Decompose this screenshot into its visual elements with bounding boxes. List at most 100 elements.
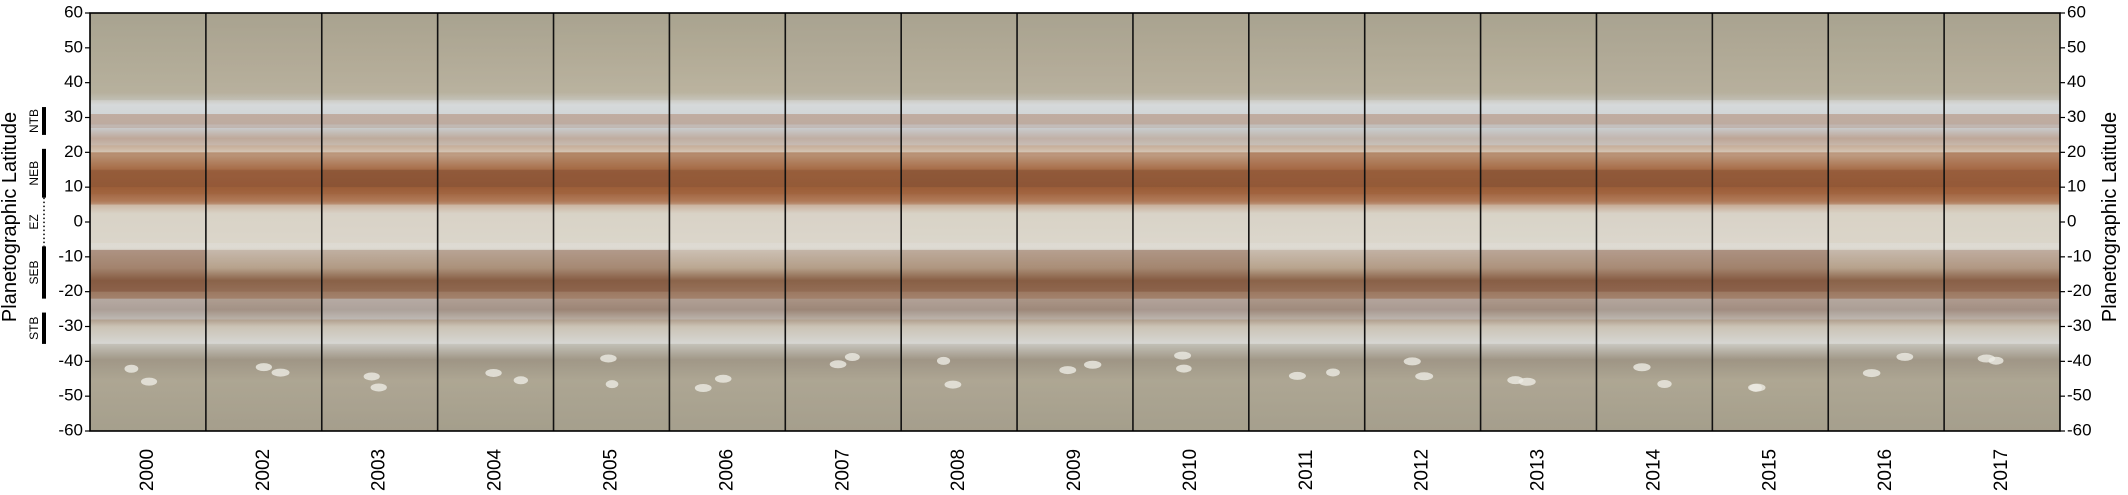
panel-band [90,114,206,128]
panel-band [205,298,322,320]
panel-band [1596,249,1713,292]
panel-band [1480,169,1597,188]
year-label-2008: 2008 [948,449,969,491]
year-panel-2003 [321,13,438,431]
panel-band [1712,343,1829,431]
white-oval [1326,368,1340,377]
panel-band [1017,114,1133,128]
panel-band [90,343,206,431]
panel-band [1364,13,1481,101]
year-label-2017: 2017 [1991,449,2012,491]
panel-band [1480,298,1597,320]
belt-label-seb: SEB [27,246,46,299]
panel-band [437,152,554,195]
panel-band [553,124,670,146]
panel-band [1132,124,1249,146]
right-tick-label: -60 [2067,420,2092,439]
panel-band [1364,249,1481,292]
panel-band [1828,114,1945,128]
panel-band [90,298,206,320]
panel-band [901,169,1018,188]
panel-band [437,204,554,243]
left-tick-label: 30 [64,107,83,126]
panel-band [1248,204,1365,243]
panel-band [1480,249,1597,292]
belt-label-text: NTB [27,109,41,133]
belt-label-ntb: NTB [27,107,46,135]
panel-band [1364,152,1481,195]
panel-band [1944,249,2060,292]
panel-band [1828,298,1945,320]
panel-band [1944,114,2060,128]
panel-band [1364,298,1481,320]
white-oval [1174,351,1192,360]
year-panel-2008 [901,13,1018,431]
panel-band [1712,249,1829,292]
panel-band [1596,169,1713,188]
year-panel-2010 [1132,13,1249,431]
white-oval [124,364,139,373]
panel-band [1132,13,1249,101]
panel-band [437,114,554,128]
panel-base [1132,13,1249,431]
panel-band [437,13,554,101]
panel-band [1017,249,1133,292]
panel-band [1132,298,1249,320]
panel-band [321,114,438,128]
panel-band [1017,13,1133,101]
right-tick-label: -40 [2067,351,2092,370]
panel-band [321,249,438,292]
panel-band [1828,124,1945,146]
panel-band [1364,169,1481,188]
belt-labels: NTB NEB EZ SEB STB [27,107,46,344]
panel-base [1017,13,1133,431]
right-tick-label: 40 [2067,72,2086,91]
right-tick-label: 10 [2067,177,2086,196]
right-tick-label: -50 [2067,386,2092,405]
left-tick-label: -50 [58,386,83,405]
panel-band [669,114,786,128]
panel-band [1828,249,1945,292]
panel-band [553,298,670,320]
left-tick-label: -40 [58,351,83,370]
panel-separators [205,13,1945,431]
panel-band [1480,124,1597,146]
white-oval [140,377,158,386]
panel-band [1596,204,1713,243]
white-oval [1288,371,1306,380]
panel-band [785,152,902,195]
panel-band [553,13,670,101]
belt-label-text: SEB [27,261,41,285]
year-panel-2009 [1017,13,1133,431]
panel-band [205,169,322,188]
belt-label-ez: EZ [27,197,45,247]
left-tick-label: -30 [58,316,83,335]
left-tick-label: -10 [58,246,83,265]
panel-band [1828,152,1945,195]
panel-band [785,204,902,243]
panel-band [669,13,786,101]
white-oval [1176,364,1192,373]
belt-label-text: STB [27,317,41,340]
panel-band [1944,124,2060,146]
white-oval [1403,357,1421,366]
panel-band [1132,152,1249,195]
year-panel-2000 [90,13,206,431]
year-label-2006: 2006 [716,449,737,491]
panel-band [553,114,670,128]
year-panel-2005 [553,13,670,431]
panel-band [1017,343,1133,431]
right-tick-label: 20 [2067,142,2086,161]
panel-band [205,114,322,128]
panel-band [1017,298,1133,320]
panel-band [321,13,438,101]
panel-band [205,124,322,146]
panel-band [1132,169,1249,188]
white-oval [370,383,387,392]
panel-band [205,249,322,292]
white-oval [513,376,529,385]
white-oval [363,372,380,381]
panel-band [437,343,554,431]
year-panel-2013 [1480,13,1597,431]
